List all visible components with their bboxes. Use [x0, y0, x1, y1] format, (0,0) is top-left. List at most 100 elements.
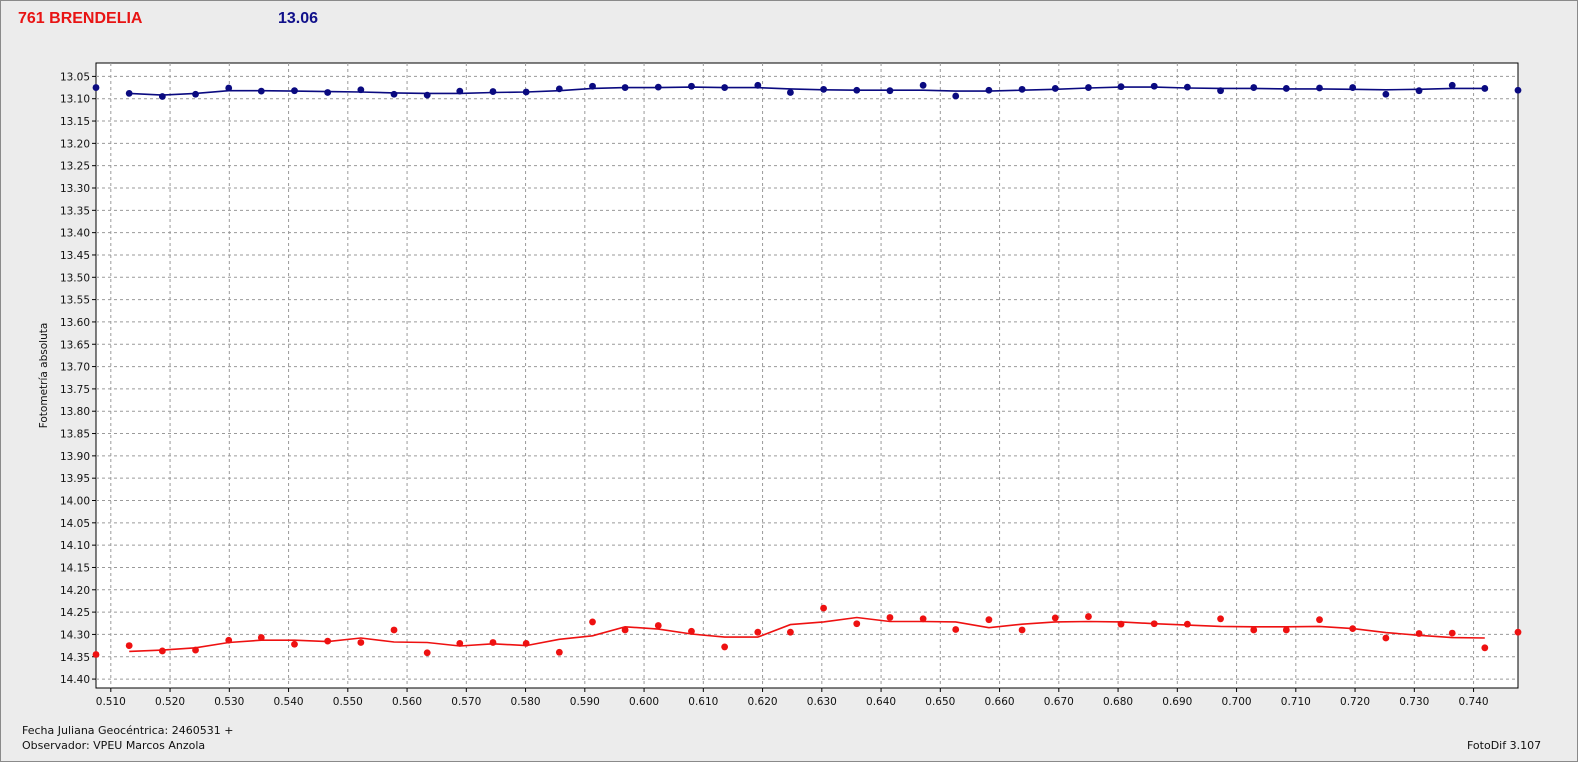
data-point	[291, 640, 298, 648]
y-tick-label: 14.35	[60, 652, 90, 664]
data-point	[654, 83, 662, 91]
data-point	[390, 626, 398, 634]
data-point	[225, 84, 233, 92]
data-point	[225, 636, 233, 644]
data-point	[952, 92, 960, 100]
data-point	[522, 639, 530, 647]
data-point	[1150, 620, 1158, 628]
y-tick-label: 14.40	[60, 674, 90, 686]
y-tick-label: 13.70	[60, 362, 90, 374]
x-tick-label: 0.560	[392, 696, 422, 708]
data-point	[257, 634, 265, 641]
data-point	[1117, 620, 1125, 628]
x-tick-label: 0.640	[866, 696, 896, 708]
data-point	[125, 642, 133, 649]
y-tick-label: 13.75	[60, 384, 90, 396]
data-point	[1514, 628, 1522, 636]
y-axis-label: Fotometría absoluta	[38, 323, 50, 429]
x-tick-label: 0.650	[925, 696, 955, 708]
data-point	[820, 85, 827, 93]
y-tick-label: 14.25	[60, 607, 90, 619]
data-point	[1018, 626, 1026, 634]
data-point	[1481, 644, 1489, 652]
data-point	[853, 620, 861, 628]
software-label: FotoDif 3.107	[1467, 739, 1542, 752]
data-point	[688, 82, 695, 90]
y-tick-label: 13.60	[60, 317, 90, 329]
data-point	[1514, 86, 1522, 94]
data-point	[754, 81, 762, 89]
series-line	[129, 616, 1485, 653]
data-point	[1051, 85, 1059, 92]
data-point	[423, 649, 431, 657]
x-tick-label: 0.660	[985, 696, 1015, 708]
data-point	[1217, 87, 1224, 95]
data-point	[721, 84, 729, 91]
x-tick-label: 0.680	[1103, 696, 1133, 708]
data-point	[158, 93, 166, 100]
series-group	[92, 81, 1522, 658]
data-point	[192, 90, 199, 98]
data-point	[886, 614, 894, 621]
x-tick-label: 0.670	[1044, 696, 1074, 708]
data-point	[158, 647, 166, 655]
y-tick-label: 13.65	[60, 339, 90, 351]
x-tick-label: 0.570	[451, 696, 481, 708]
y-tick-label: 13.05	[60, 71, 90, 83]
data-point	[92, 84, 100, 91]
data-point	[324, 89, 332, 96]
data-point	[1085, 84, 1092, 91]
data-point	[754, 628, 762, 636]
y-axis: 13.05 13.10 13.15 13.20 13.25 13.30 13.35 13.40…	[60, 71, 96, 686]
data-point	[688, 627, 695, 635]
series-1	[92, 81, 1522, 100]
data-point	[1316, 616, 1323, 624]
data-point	[357, 86, 365, 94]
object-title: 761 BRENDELIA	[18, 10, 143, 27]
x-tick-label: 0.590	[570, 696, 600, 708]
y-tick-label: 14.15	[60, 562, 90, 574]
data-point	[787, 628, 794, 636]
y-tick-label: 14.10	[60, 540, 90, 552]
x-tick-label: 0.550	[333, 696, 363, 708]
data-point	[589, 82, 596, 90]
data-point	[489, 639, 497, 646]
data-point	[291, 87, 298, 95]
data-point	[1183, 620, 1191, 628]
data-point	[423, 91, 431, 99]
data-point	[555, 648, 563, 656]
y-tick-label: 13.85	[60, 429, 90, 441]
julian-date-label: Fecha Juliana Geocéntrica: 2460531 +	[22, 724, 234, 737]
data-point	[192, 646, 199, 654]
data-point	[1349, 625, 1357, 633]
data-point	[853, 86, 861, 94]
data-point	[1282, 626, 1290, 634]
y-tick-label: 14.05	[60, 518, 90, 530]
y-tick-label: 13.55	[60, 295, 90, 307]
data-point	[257, 87, 265, 95]
data-point	[1051, 614, 1059, 622]
data-point	[787, 89, 794, 96]
data-point	[1415, 630, 1423, 637]
x-tick-label: 0.730	[1399, 696, 1429, 708]
data-point	[125, 89, 133, 97]
data-point	[324, 637, 332, 645]
series-2	[92, 604, 1522, 658]
x-tick-label: 0.610	[688, 696, 718, 708]
x-tick-label: 0.710	[1281, 696, 1311, 708]
data-point	[456, 639, 464, 647]
data-point	[1250, 84, 1258, 91]
data-point	[92, 651, 100, 658]
y-tick-label: 14.30	[60, 629, 90, 641]
data-point	[985, 616, 993, 624]
x-axis: 0.510 0.520 0.530 0.540 0.550 0.560 0.570 0.580…	[96, 688, 1489, 708]
data-point	[589, 618, 596, 626]
plot-area	[95, 62, 1519, 689]
series-line	[129, 86, 1485, 96]
y-tick-label: 14.20	[60, 585, 90, 597]
data-point	[721, 643, 729, 651]
data-point	[1085, 613, 1092, 620]
y-tick-label: 13.15	[60, 116, 90, 128]
x-tick-label: 0.620	[748, 696, 778, 708]
